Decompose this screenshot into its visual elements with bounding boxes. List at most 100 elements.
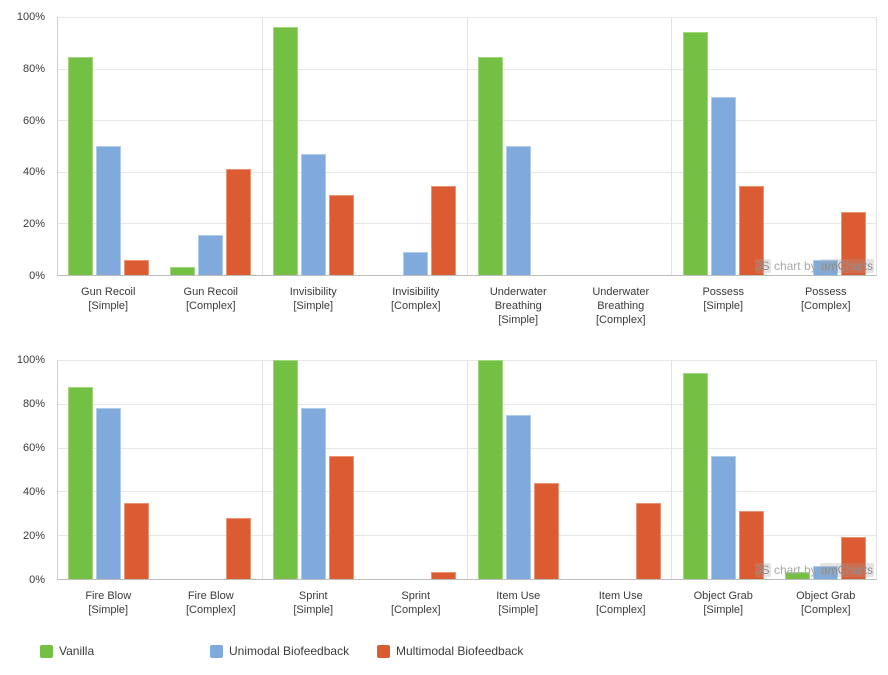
category-label-underwater-breathing-complex: Underwater Breathing [Complex] — [592, 286, 650, 326]
category-cell-fire-blow-complex — [160, 360, 263, 579]
legend-swatch-vanilla — [40, 644, 53, 658]
bar-unimodal-biofeedback[interactable] — [198, 235, 224, 275]
legend-label: Vanilla — [59, 644, 95, 658]
bar-vanilla[interactable] — [477, 57, 503, 275]
bar-unimodal-biofeedback[interactable] — [505, 414, 531, 579]
bar-vanilla[interactable] — [682, 32, 708, 275]
category-cell-gun-recoil-complex — [160, 17, 263, 275]
watermark-text: chart by — [770, 259, 820, 273]
category-label-fire-blow-complex: Fire Blow [Complex] — [185, 590, 236, 616]
category-cell-gun-recoil-simple — [58, 17, 160, 275]
category-cell-item-use-simple — [468, 360, 570, 579]
top-chart-y-axis: 0% 20% 40% 60% 80% 100% — [0, 11, 57, 282]
category-cell-object-grab-simple — [672, 360, 774, 579]
amcharts-watermark[interactable]: JS chart by amCharts — [754, 562, 874, 578]
y-axis-label: 100% — [16, 354, 45, 366]
bar-unimodal-biofeedback[interactable] — [301, 408, 327, 579]
watermark-amcharts-chip: amCharts — [819, 563, 874, 577]
legend-label: Unimodal Biofeedback — [229, 644, 350, 658]
y-axis-label: 60% — [22, 442, 45, 454]
y-axis-label: 80% — [22, 398, 45, 410]
bar-multimodal-biofeedback[interactable] — [431, 572, 457, 579]
watermark-js-chip: JS — [754, 259, 771, 273]
bar-multimodal-biofeedback[interactable] — [226, 169, 252, 275]
bar-vanilla[interactable] — [477, 360, 503, 579]
category-label-gun-recoil-complex: Gun Recoil [Complex] — [183, 286, 238, 312]
category-label-object-grab-simple: Object Grab [Simple] — [693, 590, 753, 616]
y-axis-label: 100% — [16, 11, 45, 23]
bar-multimodal-biofeedback[interactable] — [840, 211, 866, 275]
bar-unimodal-biofeedback[interactable] — [505, 146, 531, 275]
legend-label: Multimodal Biofeedback — [396, 644, 524, 658]
bottom-chart-y-axis: 0% 20% 40% 60% 80% 100% — [0, 354, 57, 586]
legend-item-vanilla[interactable]: Vanilla — [40, 644, 94, 658]
category-cell-possess-simple — [672, 17, 774, 275]
bar-vanilla[interactable] — [273, 27, 299, 275]
category-cell-invisibility-simple — [263, 17, 365, 275]
y-axis-label: 0% — [29, 574, 45, 586]
category-label-possess-simple: Possess [Simple] — [702, 286, 745, 312]
bar-unimodal-biofeedback[interactable] — [403, 251, 429, 275]
bar-multimodal-biofeedback[interactable] — [840, 537, 866, 579]
bar-multimodal-biofeedback[interactable] — [124, 259, 150, 275]
bar-vanilla[interactable] — [68, 387, 94, 579]
top-chart: 0% 20% 40% 60% 80% 100% JS chart by amCharts … — [0, 11, 877, 340]
category-label-item-use-simple: Item Use [Simple] — [496, 590, 541, 616]
category-cell-underwater-breathing-simple — [468, 17, 570, 275]
legend-swatch-unimodal-biofeedback — [210, 644, 223, 658]
bar-vanilla[interactable] — [784, 572, 810, 579]
category-label-sprint-simple: Sprint [Simple] — [293, 590, 334, 616]
amcharts-watermark[interactable]: JS chart by amCharts — [754, 258, 874, 274]
legend-swatch-multimodal-biofeedback — [377, 644, 390, 658]
bar-unimodal-biofeedback[interactable] — [96, 408, 122, 579]
bar-vanilla[interactable] — [68, 57, 94, 275]
bar-cells — [58, 360, 876, 579]
category-label-invisibility-simple: Invisibility [Simple] — [289, 286, 337, 312]
bar-multimodal-biofeedback[interactable] — [431, 186, 457, 275]
bar-multimodal-biofeedback[interactable] — [329, 195, 355, 275]
top-chart-category-axis: Gun Recoil [Simple] Gun Recoil [Complex] I… — [57, 276, 877, 340]
bar-multimodal-biofeedback[interactable] — [533, 482, 559, 579]
legend: Vanilla Unimodal Biofeedback Multimodal Bi… — [0, 630, 888, 675]
category-label-object-grab-complex: Object Grab [Complex] — [796, 590, 856, 616]
y-axis-label: 20% — [22, 218, 45, 231]
watermark-js-chip: JS — [754, 563, 771, 577]
bar-unimodal-biofeedback[interactable] — [301, 153, 327, 275]
category-cell-item-use-complex — [569, 360, 673, 579]
category-cell-sprint-simple — [263, 360, 365, 579]
top-chart-plot-area: JS chart by amCharts — [57, 17, 877, 276]
bar-cells — [58, 17, 876, 275]
bar-vanilla[interactable] — [273, 360, 299, 579]
y-axis-label: 40% — [22, 166, 45, 179]
category-label-sprint-complex: Sprint [Complex] — [390, 590, 441, 616]
bar-multimodal-biofeedback[interactable] — [635, 503, 661, 579]
bar-multimodal-biofeedback[interactable] — [124, 503, 150, 579]
bar-unimodal-biofeedback[interactable] — [710, 96, 736, 275]
bar-unimodal-biofeedback[interactable] — [812, 565, 838, 579]
category-cell-invisibility-complex — [365, 17, 468, 275]
bar-vanilla[interactable] — [682, 373, 708, 579]
bar-unimodal-biofeedback[interactable] — [96, 146, 122, 275]
legend-item-multimodal-biofeedback[interactable]: Multimodal Biofeedback — [377, 644, 523, 658]
category-cell-fire-blow-simple — [58, 360, 160, 579]
category-cell-sprint-complex — [365, 360, 468, 579]
bar-multimodal-biofeedback[interactable] — [226, 517, 252, 579]
bar-unimodal-biofeedback[interactable] — [710, 456, 736, 579]
bar-multimodal-biofeedback[interactable] — [738, 511, 764, 579]
bottom-chart-category-axis: Fire Blow [Simple] Fire Blow [Complex] Spr… — [57, 580, 877, 630]
bar-vanilla[interactable] — [170, 267, 196, 275]
category-cell-possess-complex — [774, 17, 876, 275]
bar-multimodal-biofeedback[interactable] — [738, 186, 764, 275]
category-label-fire-blow-simple: Fire Blow [Simple] — [85, 590, 132, 616]
category-label-possess-complex: Possess [Complex] — [800, 286, 851, 312]
y-axis-label: 0% — [29, 270, 45, 282]
category-cell-object-grab-complex — [774, 360, 876, 579]
watermark-text: chart by — [770, 563, 820, 577]
bottom-chart-plot-area: JS chart by amCharts — [57, 360, 877, 580]
bar-multimodal-biofeedback[interactable] — [329, 456, 355, 579]
category-label-item-use-complex: Item Use [Complex] — [595, 590, 646, 616]
legend-item-unimodal-biofeedback[interactable]: Unimodal Biofeedback — [210, 644, 349, 658]
y-axis-label: 40% — [22, 486, 45, 498]
bar-unimodal-biofeedback[interactable] — [812, 259, 838, 275]
